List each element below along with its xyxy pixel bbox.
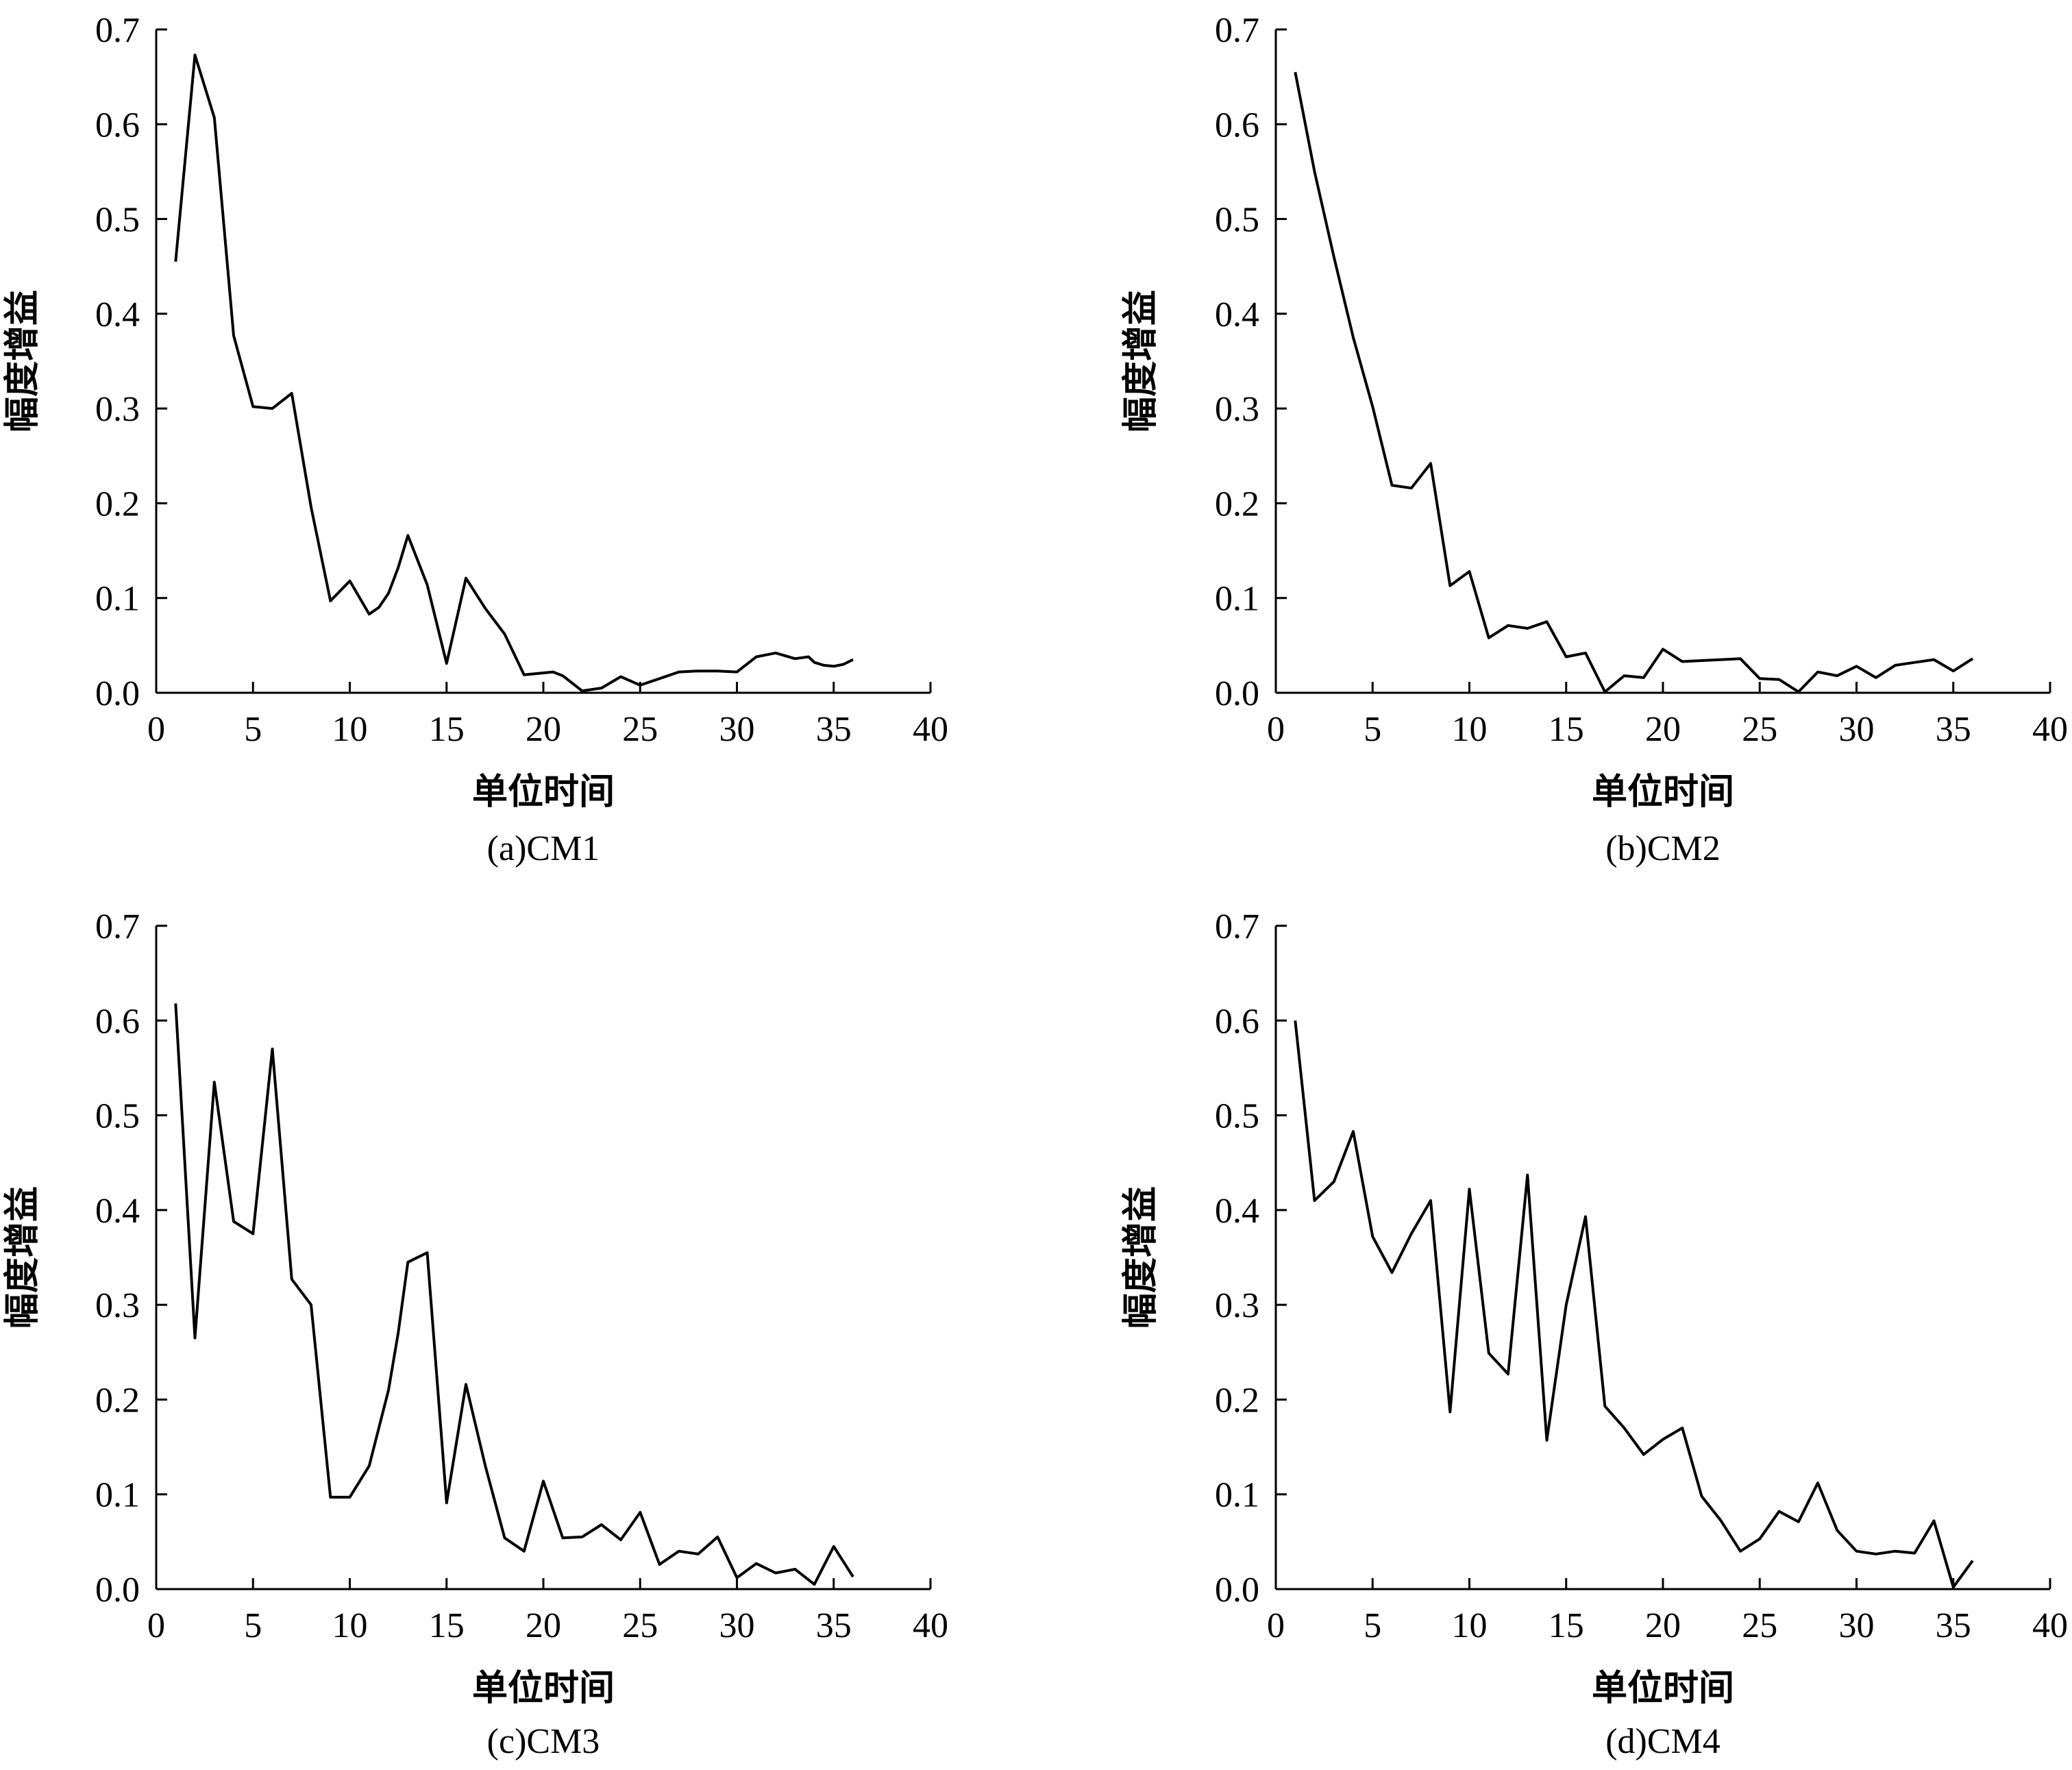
y-tick-label: 0.4 [1215,1192,1259,1231]
y-tick-label: 0.1 [1215,1476,1259,1515]
x-tick-label: 30 [1839,1606,1875,1645]
x-tick-label: 35 [1936,1606,1971,1645]
x-axis-title: 单位时间 [1592,772,1734,813]
x-tick-label: 20 [526,710,561,749]
chart-caption: (d)CM4 [1605,1722,1720,1761]
series-line-cm2 [1294,71,1974,693]
y-tick-label: 0.7 [1215,907,1259,946]
chart-cm2: 0 5 10 15 20 25 30 35 40 0.0 0.1 0.2 0.3 0.4 0.5 0.6 0.7… [1120,11,2068,868]
y-tick-label: 0.0 [1215,1571,1259,1610]
y-tick-label: 0.1 [1215,580,1259,619]
y-tick-label: 0.7 [95,907,140,946]
y-tick-label: 0.5 [1215,201,1259,240]
y-tick-label: 0.5 [1215,1097,1259,1136]
x-tick-label: 35 [816,1606,852,1645]
x-tick-label: 15 [1549,1606,1584,1645]
y-tick-label: 0.0 [1215,674,1259,713]
y-axis-title: 幅度增益 [2,290,43,432]
x-tick-label: 30 [719,710,755,749]
x-tick-label: 5 [1364,710,1381,749]
y-tick-label: 0.3 [1215,1286,1259,1325]
series-line-cm3 [174,1003,854,1586]
y-axis-title: 幅度增益 [2,1186,43,1329]
y-tick-label: 0.7 [95,11,140,50]
y-tick-label: 0.0 [95,1571,140,1610]
y-tick-label: 0.2 [1215,484,1259,524]
x-tick-label: 5 [1364,1606,1381,1645]
x-tick-label: 25 [1742,710,1777,749]
y-tick-label: 0.6 [95,106,140,145]
x-tick-label: 15 [429,710,465,749]
y-axis-title: 幅度增益 [1120,1186,1161,1329]
x-tick-label: 25 [622,1606,658,1645]
x-tick-label: 40 [913,710,948,749]
x-tick-label: 40 [2032,1606,2068,1645]
y-tick-label: 0.0 [95,674,140,713]
y-tick-label: 0.6 [95,1002,140,1041]
x-axis-title: 单位时间 [1592,1668,1734,1709]
y-tick-label: 0.4 [1215,295,1259,334]
y-tick-label: 0.1 [95,1476,140,1515]
x-tick-label: 10 [1452,710,1488,749]
y-tick-label: 0.3 [95,390,140,429]
chart-caption: (c)CM3 [487,1722,600,1761]
x-tick-label: 40 [2032,710,2068,749]
x-tick-label: 30 [1839,710,1875,749]
x-tick-label: 5 [244,1606,262,1645]
x-tick-label: 20 [1645,710,1681,749]
x-tick-label: 10 [1452,1606,1488,1645]
y-tick-label: 0.2 [95,484,140,524]
y-tick-label: 0.5 [95,1097,140,1136]
y-tick-label: 0.1 [95,580,140,619]
chart-caption: (a)CM1 [487,829,600,868]
chart-cm4: 0 5 10 15 20 25 30 35 40 0.0 0.1 0.2 0.3 0.4 0.5 0.6 0.7… [1120,907,2068,1761]
x-tick-label: 15 [1549,710,1584,749]
x-tick-label: 20 [526,1606,561,1645]
x-tick-label: 25 [1742,1606,1777,1645]
x-axis-title: 单位时间 [472,1668,615,1709]
x-tick-label: 35 [1936,710,1971,749]
y-tick-label: 0.4 [95,1192,140,1231]
y-tick-label: 0.7 [1215,11,1259,50]
y-tick-label: 0.3 [1215,390,1259,429]
y-tick-label: 0.6 [1215,106,1259,145]
y-tick-label: 0.6 [1215,1002,1259,1041]
x-tick-label: 0 [147,1606,165,1645]
y-tick-label: 0.5 [95,201,140,240]
y-tick-label: 0.3 [95,1286,140,1325]
x-tick-label: 15 [429,1606,465,1645]
x-tick-label: 0 [1267,710,1285,749]
x-tick-label: 10 [332,710,368,749]
y-axis-title: 幅度增益 [1120,290,1161,432]
x-tick-label: 0 [147,710,165,749]
y-tick-label: 0.2 [1215,1381,1259,1420]
x-tick-label: 35 [816,710,852,749]
chart-cm1: 0 5 10 15 20 25 30 35 40 0.0 0.1 0.2 0.3 0.4 0.5 0.6 0.7… [2,11,948,868]
chart-caption: (b)CM2 [1605,829,1720,868]
series-line-cm4 [1294,1020,1974,1589]
x-tick-label: 30 [719,1606,755,1645]
chart-cm3: 0 5 10 15 20 25 30 35 40 0.0 0.1 0.2 0.3 0.4 0.5 0.6 0.7… [2,907,948,1761]
x-tick-label: 5 [244,710,262,749]
x-tick-label: 20 [1645,1606,1681,1645]
y-tick-label: 0.2 [95,1381,140,1420]
x-tick-label: 25 [622,710,658,749]
series-line-cm1 [174,53,854,693]
y-tick-label: 0.4 [95,295,140,334]
x-tick-label: 10 [332,1606,368,1645]
x-axis-title: 单位时间 [472,772,615,813]
x-tick-label: 40 [913,1606,948,1645]
x-tick-label: 0 [1267,1606,1285,1645]
